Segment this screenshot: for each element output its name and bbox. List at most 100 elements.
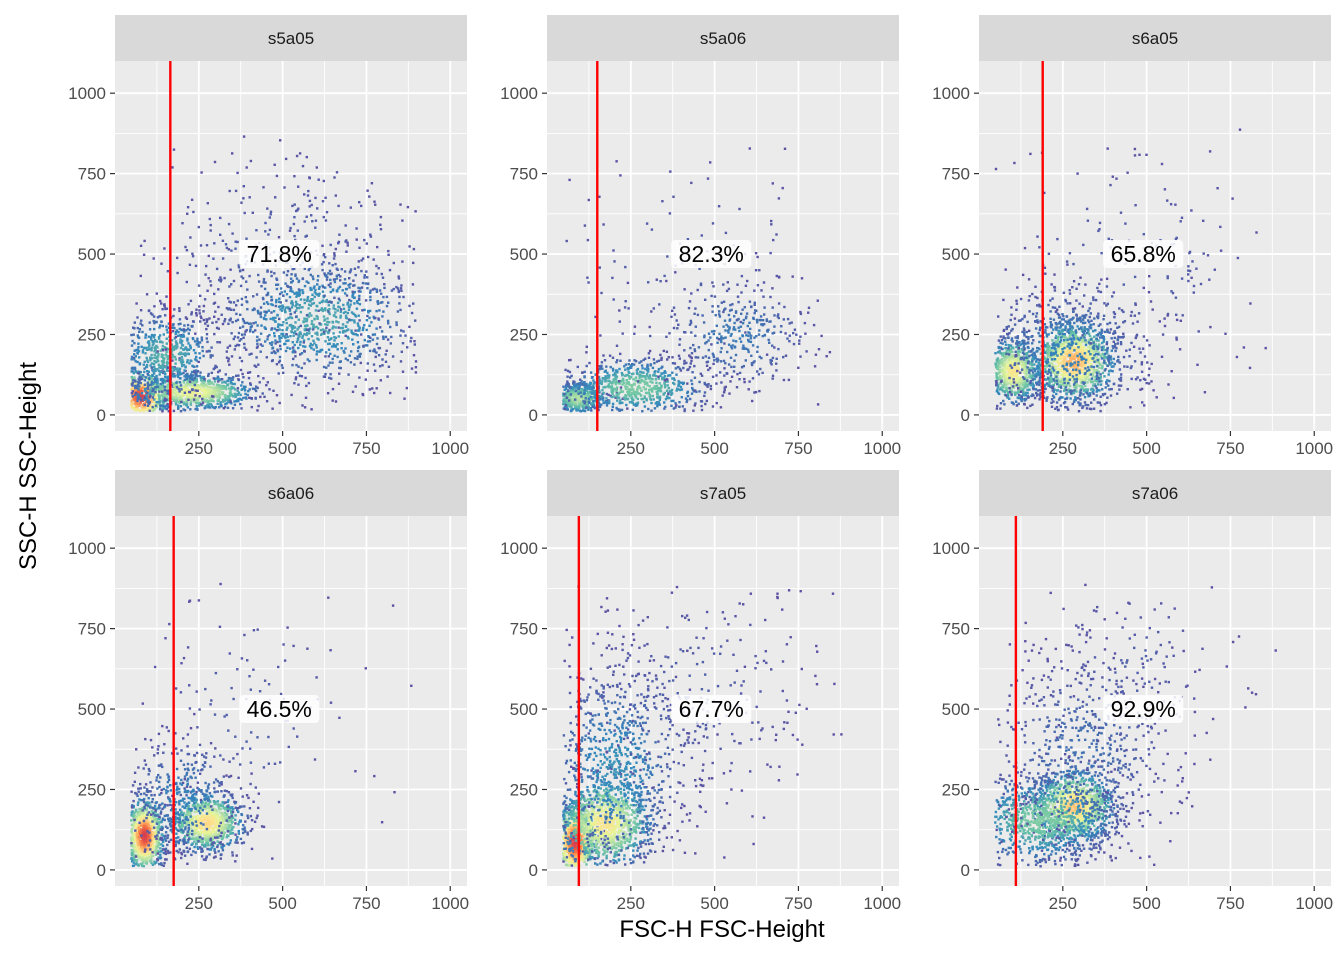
data-point: [316, 279, 319, 282]
data-point: [290, 330, 294, 334]
data-point: [322, 253, 326, 256]
data-point: [213, 242, 216, 245]
data-point: [727, 287, 731, 291]
data-point: [704, 402, 707, 406]
data-point: [754, 309, 757, 312]
data-point: [348, 271, 352, 274]
data-point: [163, 405, 167, 408]
data-point: [217, 406, 221, 409]
data-point: [656, 393, 659, 396]
data-point: [357, 266, 360, 269]
data-point: [153, 356, 156, 359]
data-point: [255, 356, 258, 359]
data-point: [1004, 380, 1007, 384]
data-point: [615, 386, 619, 389]
data-point: [198, 392, 201, 395]
data-point: [712, 285, 715, 288]
data-point: [282, 294, 285, 297]
data-point: [645, 381, 648, 384]
data-point: [686, 368, 689, 372]
data-point: [344, 224, 347, 227]
data-point: [209, 382, 212, 385]
data-point: [157, 363, 160, 366]
data-point: [678, 357, 681, 360]
data-point: [740, 366, 744, 369]
data-point: [371, 333, 375, 336]
data-point: [359, 361, 362, 365]
data-point: [133, 376, 136, 379]
data-point: [625, 403, 628, 407]
data-point: [191, 337, 195, 340]
data-point: [648, 325, 651, 329]
data-point: [700, 234, 703, 237]
data-point: [341, 289, 344, 292]
data-point: [171, 388, 175, 392]
data-point: [241, 268, 245, 272]
data-point: [293, 343, 296, 347]
data-point: [1017, 354, 1021, 358]
data-point: [282, 332, 285, 336]
data-point: [414, 319, 417, 322]
data-point: [563, 388, 566, 391]
data-point: [305, 384, 308, 388]
data-point: [147, 374, 150, 377]
data-point: [167, 410, 170, 413]
data-point: [256, 409, 259, 412]
data-point: [798, 339, 801, 342]
data-point: [297, 346, 300, 350]
data-point: [182, 381, 186, 384]
data-point: [190, 313, 193, 316]
data-point: [729, 380, 732, 383]
data-point: [144, 376, 147, 379]
data-point: [277, 236, 281, 239]
data-point: [717, 338, 720, 341]
data-point: [156, 358, 159, 361]
data-point: [376, 337, 379, 340]
data-point: [718, 310, 721, 313]
data-point: [316, 327, 320, 330]
data-point: [583, 389, 586, 392]
data-point: [753, 289, 756, 292]
data-point: [235, 400, 238, 403]
data-point: [633, 325, 637, 328]
data-point: [1026, 385, 1029, 388]
data-point: [584, 386, 588, 389]
data-point: [213, 380, 217, 383]
data-point: [1001, 352, 1005, 355]
data-point: [609, 381, 612, 384]
data-point: [587, 397, 591, 400]
data-point: [148, 342, 151, 346]
data-point: [333, 252, 336, 255]
data-point: [583, 402, 586, 405]
data-point: [700, 400, 704, 403]
data-point: [191, 255, 195, 258]
data-point: [657, 401, 661, 404]
data-point: [666, 396, 669, 400]
data-point: [146, 409, 149, 412]
data-point: [334, 326, 337, 329]
gate-percentage-label: 82.3%: [679, 241, 744, 267]
data-point: [213, 387, 216, 390]
data-point: [171, 330, 175, 333]
data-point: [210, 371, 213, 375]
data-point: [294, 376, 298, 379]
data-point: [190, 388, 194, 391]
data-point: [619, 386, 623, 389]
data-point: [597, 400, 600, 404]
data-point: [173, 355, 177, 359]
data-point: [157, 401, 161, 404]
data-point: [775, 357, 778, 360]
data-point: [136, 385, 139, 388]
data-point: [753, 301, 756, 304]
data-point: [781, 186, 784, 190]
density-points: [130, 135, 418, 413]
data-point: [749, 340, 753, 344]
data-point: [734, 340, 738, 343]
data-point: [159, 404, 162, 407]
data-point: [263, 317, 266, 321]
data-point: [573, 394, 577, 397]
data-point: [653, 361, 656, 365]
data-point: [203, 377, 206, 381]
data-point: [177, 331, 180, 334]
data-point: [816, 299, 819, 302]
